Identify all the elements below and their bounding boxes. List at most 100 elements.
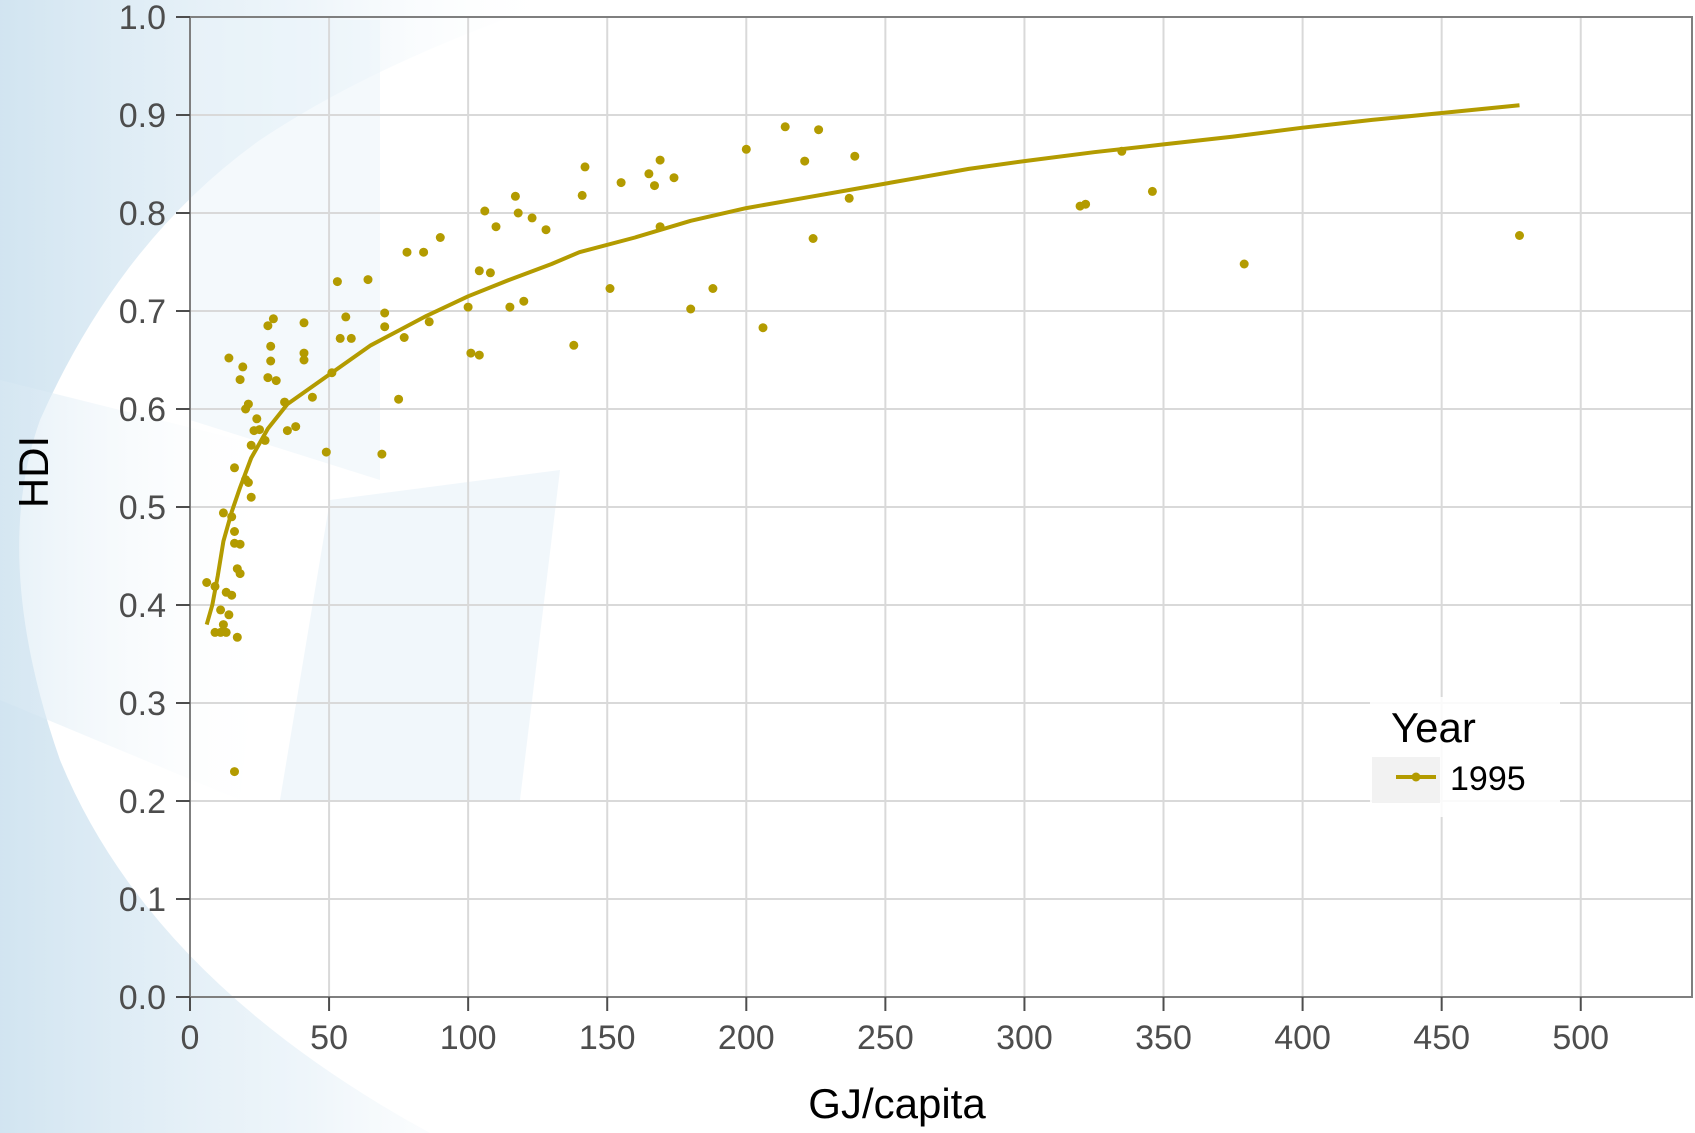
data-point [238, 362, 248, 372]
data-point [227, 590, 237, 600]
data-point [246, 492, 256, 502]
data-point [491, 222, 501, 232]
x-tick-label: 150 [579, 1019, 636, 1057]
data-point [263, 373, 273, 383]
data-point [299, 348, 309, 358]
y-tick-label: 0.2 [119, 783, 166, 821]
data-point [307, 392, 317, 402]
data-point [341, 312, 351, 322]
x-tick-label: 500 [1552, 1019, 1609, 1057]
x-tick-label: 350 [1135, 1019, 1192, 1057]
legend: Year 1995 [1370, 697, 1560, 817]
data-point [510, 191, 520, 201]
data-point [243, 478, 253, 487]
data-point [235, 539, 245, 549]
data-point [708, 284, 718, 293]
data-point [527, 213, 537, 223]
data-point [255, 425, 264, 435]
x-tick-label: 400 [1274, 1019, 1331, 1057]
data-point [569, 340, 579, 350]
x-tick-label: 450 [1413, 1019, 1470, 1057]
data-point [650, 181, 659, 191]
data-point [844, 193, 854, 203]
data-point [655, 155, 665, 165]
data-point [377, 449, 387, 459]
data-point [216, 605, 226, 615]
data-point [644, 169, 654, 179]
x-tick-label: 250 [857, 1019, 914, 1057]
data-point [380, 308, 390, 318]
data-point [280, 397, 290, 407]
x-tick-label: 100 [440, 1019, 497, 1057]
data-point [474, 266, 484, 276]
gridlines [189, 16, 1692, 998]
data-point [580, 162, 590, 172]
data-point [424, 317, 434, 327]
data-point [268, 314, 278, 324]
data-point [218, 620, 228, 630]
data-point [505, 302, 515, 312]
data-point [271, 376, 281, 386]
data-point [519, 296, 529, 306]
y-tick-label: 0.9 [119, 97, 166, 135]
data-point [577, 190, 587, 200]
background-decoration [0, 0, 560, 1133]
legend-title: Year [1391, 704, 1476, 751]
data-point [616, 178, 626, 188]
x-tick-label: 0 [181, 1019, 200, 1057]
data-point [263, 321, 273, 331]
data-point [394, 394, 404, 404]
y-tick-label: 0.4 [119, 587, 166, 625]
x-axis-title: GJ/capita [808, 1080, 986, 1127]
legend-key-point [1411, 772, 1421, 782]
data-point [232, 632, 242, 642]
data-point [210, 581, 220, 591]
data-point [230, 463, 239, 473]
data-point [741, 144, 751, 154]
data-point [780, 122, 790, 132]
data-point [463, 302, 473, 312]
data-point [246, 440, 256, 450]
data-point [1239, 259, 1249, 269]
data-point [814, 125, 824, 135]
data-point [221, 627, 231, 637]
y-tick-label: 0.5 [119, 489, 166, 527]
data-point [669, 173, 679, 183]
data-point [230, 527, 239, 536]
data-point [243, 399, 253, 409]
x-tick-label: 300 [996, 1019, 1053, 1057]
data-point [686, 304, 696, 314]
data-point [850, 151, 860, 161]
x-tick-label: 200 [718, 1019, 775, 1057]
y-tick-label: 0.6 [119, 391, 166, 429]
data-point [224, 353, 234, 363]
data-point [218, 508, 228, 518]
data-point [282, 426, 292, 436]
data-point [1515, 231, 1524, 240]
data-point [227, 512, 237, 522]
y-tick-label: 0.0 [119, 979, 166, 1017]
data-point [758, 323, 768, 333]
data-point [655, 222, 665, 232]
y-tick-label: 0.1 [119, 881, 166, 919]
data-point [299, 318, 309, 328]
data-point [513, 208, 523, 218]
data-point [335, 333, 345, 343]
data-point [235, 375, 245, 385]
data-point [235, 569, 245, 579]
data-point [332, 277, 342, 287]
data-point [266, 341, 276, 351]
legend-key-box [1372, 757, 1440, 803]
y-tick-label: 0.8 [119, 195, 166, 233]
y-tick-label: 1.0 [119, 0, 166, 37]
data-point [1147, 186, 1157, 196]
data-point [291, 422, 301, 432]
data-point [299, 355, 309, 365]
data-point [380, 322, 390, 332]
data-point [363, 275, 373, 285]
data-point [435, 233, 445, 242]
data-points [202, 122, 1524, 777]
x-tick-label: 50 [310, 1019, 348, 1057]
y-tick-label: 0.7 [119, 293, 166, 331]
